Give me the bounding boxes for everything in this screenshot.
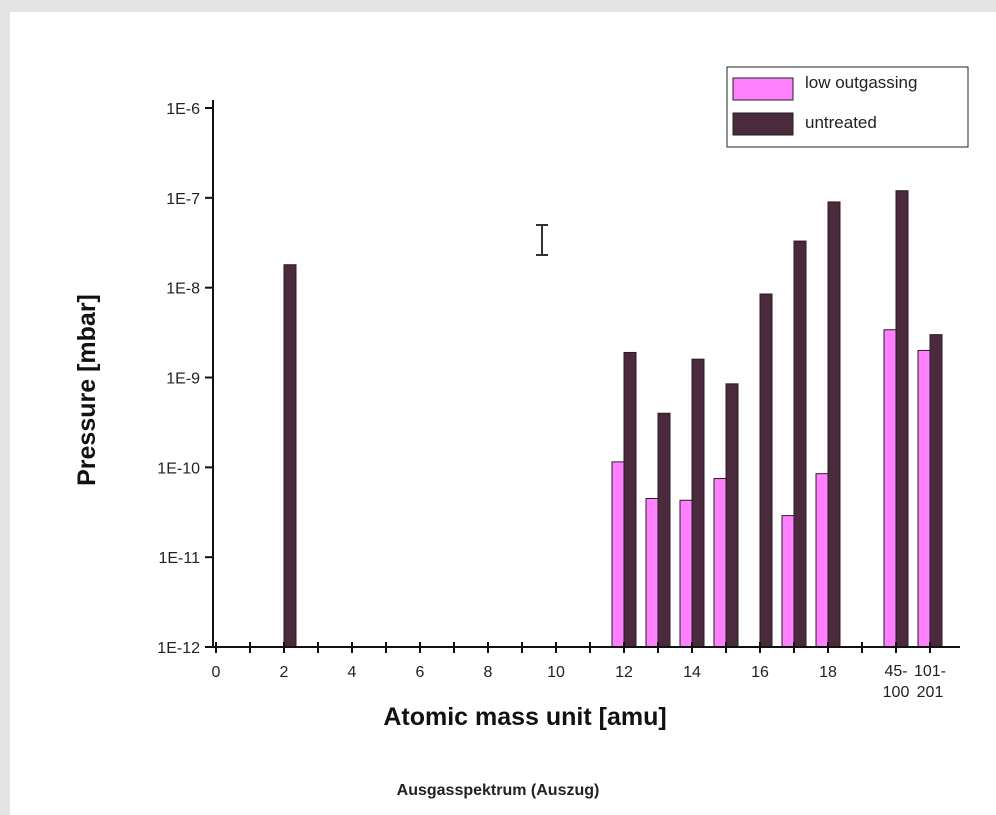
x-tick-label: 6 <box>416 664 425 681</box>
bar-untreated-16 <box>759 293 773 648</box>
bar-untreated-18 <box>827 201 841 648</box>
x-tick-label: 0 <box>212 664 221 681</box>
x-tick-label: 14 <box>683 664 701 681</box>
y-tick-label: 1E-10 <box>157 460 200 477</box>
y-tick-label: 1E-11 <box>158 550 200 567</box>
legend-swatch-low-outgassing <box>732 77 794 101</box>
figure-caption: Ausgasspektrum (Auszug) <box>396 782 600 799</box>
y-tick-label: 1E-9 <box>166 371 200 388</box>
y-axis-title: Pressure [mbar] <box>73 294 101 486</box>
bar-low-outgassing-18 <box>815 473 829 648</box>
axes-layer <box>212 100 960 648</box>
bar-untreated-12 <box>623 351 637 648</box>
legend-label-low-outgassing: low outgassing <box>805 73 917 92</box>
y-tick-label: 1E-6 <box>166 101 200 118</box>
legend-label-untreated: untreated <box>805 113 877 132</box>
x-tick-label: 101-201 <box>914 663 946 701</box>
x-tick-label: 2 <box>280 664 289 681</box>
x-tick-label: 4 <box>348 664 357 681</box>
bar-low-outgassing-101-201 <box>917 349 931 648</box>
bars-layer <box>283 190 943 648</box>
bar-untreated-14 <box>691 358 705 648</box>
bar-low-outgassing-17 <box>781 515 795 648</box>
bar-untreated-101-201 <box>929 334 943 648</box>
legend-swatch-untreated <box>732 112 794 136</box>
bar-low-outgassing-13 <box>645 497 659 648</box>
bar-low-outgassing-15 <box>713 478 727 648</box>
x-tick-label: 10 <box>547 664 565 681</box>
x-tick-label: 45-100 <box>883 663 910 701</box>
y-tick-label: 1E-12 <box>157 640 200 657</box>
x-axis-title: Atomic mass unit [amu] <box>383 703 666 731</box>
bar-low-outgassing-45-100 <box>883 329 897 648</box>
x-tick-label: 12 <box>615 664 633 681</box>
bar-low-outgassing-12 <box>611 461 625 648</box>
y-ticks: 1E-12 1E-11 1E-10 1E-9 1E-8 1E-7 1E-6 <box>157 101 213 657</box>
bar-untreated-45-100 <box>895 190 909 648</box>
y-tick-label: 1E-8 <box>166 281 200 298</box>
bar-untreated-2 <box>283 264 297 648</box>
bar-untreated-15 <box>725 383 739 648</box>
legend: low outgassing untreated <box>726 66 969 148</box>
x-tick-label: 8 <box>484 664 493 681</box>
text-cursor-icon <box>536 224 548 256</box>
y-tick-label: 1E-7 <box>166 191 200 208</box>
bar-untreated-17 <box>793 240 807 648</box>
x-tick-label: 16 <box>751 664 769 681</box>
x-tick-label: 18 <box>819 664 837 681</box>
bar-untreated-13 <box>657 412 671 648</box>
bar-low-outgassing-14 <box>679 499 693 648</box>
